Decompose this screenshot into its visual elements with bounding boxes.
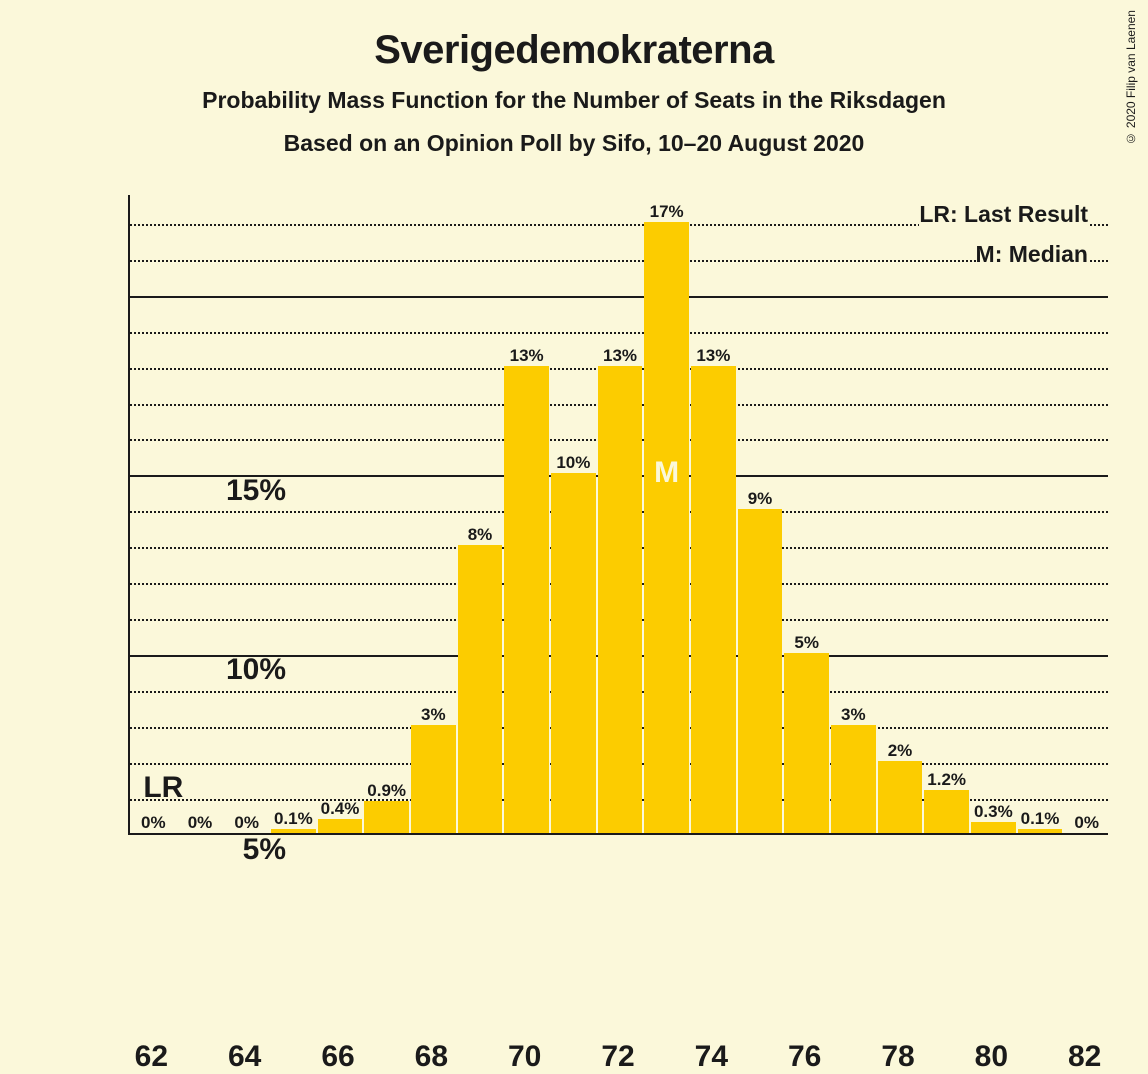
- bar: [318, 819, 363, 833]
- bar: [924, 790, 969, 833]
- bar: [878, 761, 923, 833]
- x-axis-tick-label: 70: [508, 1040, 541, 1074]
- copyright-text: © 2020 Filip van Laenen: [1124, 10, 1138, 145]
- x-axis-tick-label: 74: [695, 1040, 728, 1074]
- bar-value-label: 13%: [603, 346, 637, 366]
- bar-value-label: 10%: [556, 453, 590, 473]
- bar-value-label: 3%: [841, 705, 866, 725]
- bar-value-label: 0%: [141, 813, 166, 833]
- bar-value-label: 0.1%: [1021, 809, 1060, 829]
- bar-value-label: 0%: [1074, 813, 1099, 833]
- bar: [691, 366, 736, 833]
- legend-last-result: LR: Last Result: [919, 201, 1088, 228]
- bar-value-label: 2%: [888, 741, 913, 761]
- bar-value-label: 0.1%: [274, 809, 313, 829]
- bar-value-label: 17%: [650, 202, 684, 222]
- bar-value-label: 3%: [421, 705, 446, 725]
- x-axis-tick-label: 82: [1068, 1040, 1101, 1074]
- bar: [598, 366, 643, 833]
- bar: [971, 822, 1016, 833]
- bar: [644, 222, 689, 833]
- chart-subtitle-2: Based on an Opinion Poll by Sifo, 10–20 …: [0, 130, 1148, 157]
- x-axis-tick-label: 62: [135, 1040, 168, 1074]
- bar-value-label: 8%: [468, 525, 493, 545]
- chart-title: Sverigedemokraterna: [0, 0, 1148, 73]
- last-result-marker: LR: [143, 771, 183, 805]
- y-axis-tick-label: 15%: [146, 474, 286, 508]
- x-axis-tick-label: 68: [415, 1040, 448, 1074]
- bar: [364, 801, 409, 833]
- bar-value-label: 0.3%: [974, 802, 1013, 822]
- median-marker: M: [654, 456, 679, 490]
- bar: [738, 509, 783, 833]
- bar-value-label: 13%: [510, 346, 544, 366]
- bar-value-label: 5%: [794, 633, 819, 653]
- bar-value-label: 0%: [188, 813, 213, 833]
- legend-median: M: Median: [976, 241, 1088, 268]
- bar: [411, 725, 456, 833]
- x-axis-tick-label: 80: [975, 1040, 1008, 1074]
- bar: [831, 725, 876, 833]
- bar: [504, 366, 549, 833]
- bar-value-label: 0.9%: [367, 781, 406, 801]
- bar-value-label: 0.4%: [321, 799, 360, 819]
- bar-value-label: 9%: [748, 489, 773, 509]
- bar: [1018, 829, 1063, 833]
- bar: [458, 545, 503, 833]
- bar-value-label: 13%: [696, 346, 730, 366]
- y-axis-tick-label: 5%: [146, 833, 286, 867]
- x-axis-tick-label: 76: [788, 1040, 821, 1074]
- bar-value-label: 0%: [234, 813, 259, 833]
- x-axis-tick-label: 64: [228, 1040, 261, 1074]
- bar-value-label: 1.2%: [927, 770, 966, 790]
- bar: [784, 653, 829, 833]
- chart-subtitle-1: Probability Mass Function for the Number…: [0, 87, 1148, 114]
- x-axis-tick-label: 72: [601, 1040, 634, 1074]
- y-axis-tick-label: 10%: [146, 653, 286, 687]
- bars-container: 0% 0% 0% 0.1% 0.4% 0.9% 3% 8% 13% 10% 13% 17% M 13% 9%…: [130, 195, 1108, 833]
- plot-region: 0% 0% 0% 0.1% 0.4% 0.9% 3% 8% 13% 10% 13% 17% M 13% 9%…: [128, 195, 1108, 835]
- x-axis-tick-label: 78: [881, 1040, 914, 1074]
- bar: [551, 473, 596, 833]
- x-axis-tick-label: 66: [321, 1040, 354, 1074]
- chart-area: 0% 0% 0% 0.1% 0.4% 0.9% 3% 8% 13% 10% 13% 17% M 13% 9%…: [0, 195, 1148, 924]
